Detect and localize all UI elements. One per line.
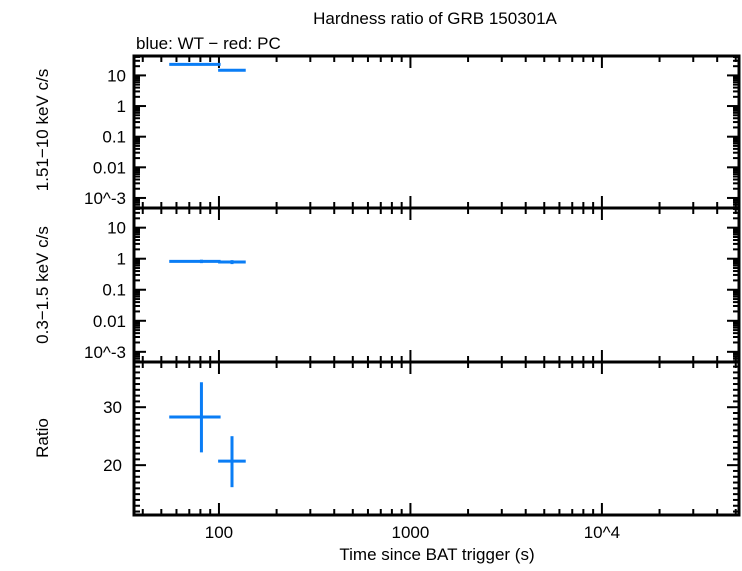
chart-subtitle: blue: WT − red: PC	[136, 34, 281, 53]
x-tick-label: 100	[205, 523, 233, 542]
x-tick-label: 10^4	[584, 523, 620, 542]
panel-frame	[132, 206, 741, 364]
y-tick-label: 0.01	[93, 312, 126, 331]
panel2-y-label: 0.3−1.5 keV c/s	[33, 226, 52, 344]
y-tick-label: 1	[117, 250, 126, 269]
y-tick-label: 10	[107, 219, 126, 238]
y-tick-label: 30	[103, 398, 122, 417]
x-axis-label: Time since BAT trigger (s)	[339, 545, 534, 564]
y-tick-label: 10^-3	[84, 343, 126, 362]
panel-frame	[132, 54, 741, 210]
y-tick-label: 0.01	[93, 158, 126, 177]
y-tick-label: 20	[103, 456, 122, 475]
x-tick-label: 1000	[392, 523, 430, 542]
y-tick-label: 10^-3	[84, 189, 126, 208]
panel-frame	[132, 360, 741, 517]
y-tick-label: 0.1	[102, 128, 126, 147]
y-tick-label: 1	[117, 97, 126, 116]
y-tick-label: 0.1	[102, 281, 126, 300]
panel3-y-label: Ratio	[33, 418, 52, 458]
panel1-y-label: 1.51−10 keV c/s	[33, 69, 52, 191]
y-tick-label: 10	[107, 66, 126, 85]
chart-title: Hardness ratio of GRB 150301A	[313, 9, 557, 28]
